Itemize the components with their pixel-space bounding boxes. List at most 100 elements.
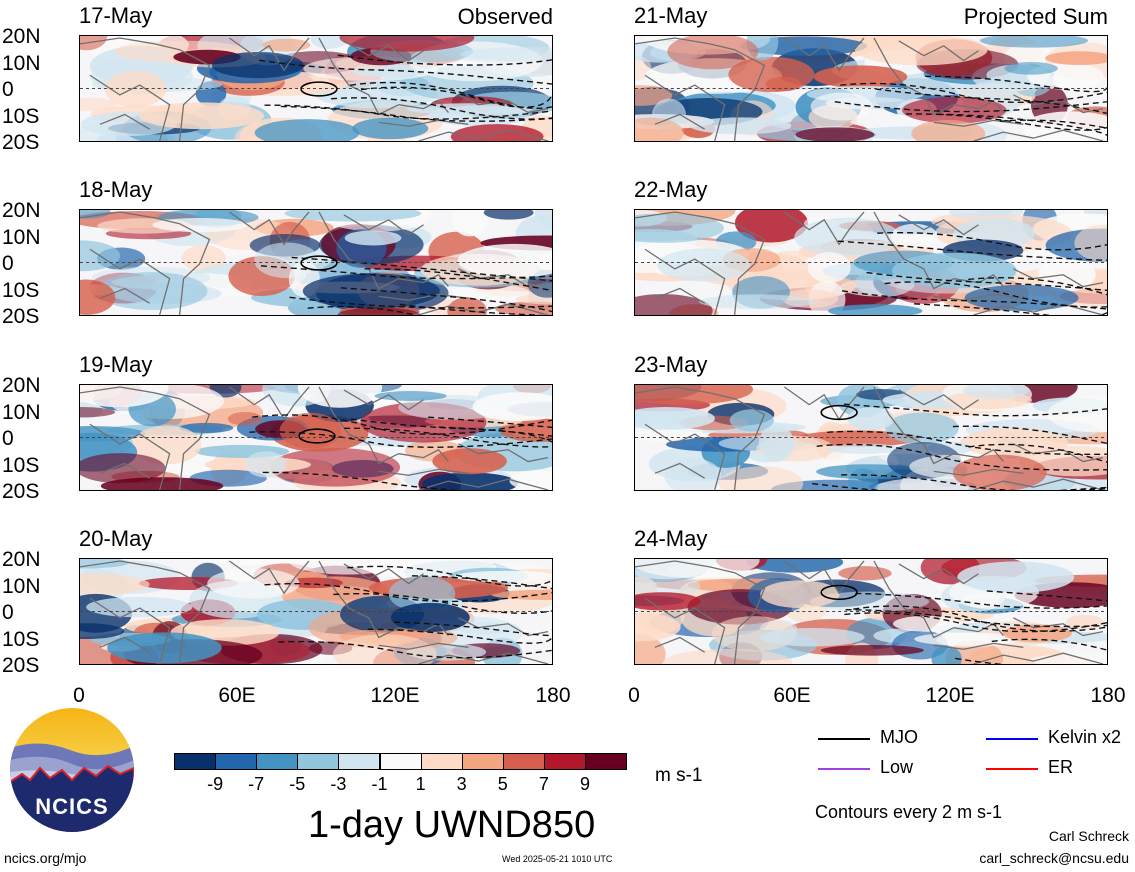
lat-label: 0 xyxy=(2,427,14,450)
lat-label: 20S xyxy=(2,305,40,328)
wind-anomaly-blob xyxy=(699,294,816,310)
wind-anomaly-blob xyxy=(303,56,438,82)
wind-anomaly-blob xyxy=(80,406,116,418)
figure-title: 1-day UWND850 xyxy=(308,804,596,846)
panel-date: 21-May xyxy=(634,3,708,28)
wind-anomaly-blob xyxy=(848,468,879,490)
coastlines xyxy=(635,386,1104,490)
wind-anomaly-blob xyxy=(491,589,552,600)
wind-anomaly-blob xyxy=(207,568,300,599)
wind-anomaly-blob xyxy=(825,443,904,454)
wind-anomaly-blob xyxy=(807,252,851,283)
logo-text: NCICS xyxy=(35,794,109,819)
colorbar-tick: -9 xyxy=(207,774,224,794)
map-panel xyxy=(634,384,1108,491)
wind-anomaly-blob xyxy=(138,102,265,130)
wind-anomaly-blob xyxy=(352,117,429,140)
colorbar-swatch xyxy=(174,753,217,770)
wind-anomaly-blob xyxy=(104,70,167,108)
colorbar-tick: 1 xyxy=(415,774,426,794)
wind-anomaly-blob xyxy=(302,273,440,309)
legend-line xyxy=(818,738,870,740)
wind-anomaly-blob xyxy=(635,612,681,642)
panel-date: 19-May xyxy=(79,352,153,377)
lon-label: 120E xyxy=(925,684,975,707)
author-email: carl_schreck@ncsu.edu xyxy=(979,850,1129,866)
lat-label: 10S xyxy=(2,453,40,477)
legend-line xyxy=(986,738,1038,740)
lat-label: 20S xyxy=(2,131,40,154)
lat-label: 0 xyxy=(2,78,14,101)
wind-anomaly-blob xyxy=(847,407,895,431)
wind-anomaly-blob xyxy=(979,36,1089,48)
lon-label: 0 xyxy=(628,684,640,707)
wave-contours xyxy=(844,590,1107,664)
wind-anomaly-blob xyxy=(885,412,959,445)
wind-anomaly-blob xyxy=(96,272,208,311)
panel-date: 24-May xyxy=(634,526,708,551)
lat-label: 20N xyxy=(2,199,41,222)
wind-anomaly-blob xyxy=(80,279,116,315)
wind-anomaly-blob xyxy=(211,52,304,79)
wind-field-map xyxy=(635,210,1107,315)
wave-contours xyxy=(259,54,552,122)
wind-anomaly-blob xyxy=(1021,111,1107,141)
coastlines xyxy=(635,211,1104,315)
wind-anomaly-blob xyxy=(635,117,684,141)
wind-field-map xyxy=(635,385,1107,490)
colorbar-swatch xyxy=(543,753,586,770)
legend-line xyxy=(986,768,1038,770)
wind-anomaly-blob xyxy=(635,213,724,243)
wind-anomaly-blob xyxy=(262,38,311,52)
panel-date: 20-May xyxy=(79,526,153,551)
wind-anomaly-blob xyxy=(132,425,202,465)
wind-anomaly-blob xyxy=(1074,224,1107,262)
colorbar-swatch xyxy=(379,753,422,770)
colorbar-swatch xyxy=(502,753,545,770)
wind-anomaly-blob xyxy=(635,592,701,611)
wind-anomaly-blob xyxy=(452,210,488,237)
colorbar-tick: -1 xyxy=(371,774,388,794)
wind-anomaly-blob xyxy=(80,573,150,596)
wind-anomaly-blob xyxy=(957,561,1075,593)
wave-contours xyxy=(837,231,1107,315)
wind-anomaly-blob xyxy=(269,447,401,487)
wave-contours xyxy=(812,403,1107,490)
colorbar-tick: -3 xyxy=(330,774,347,794)
author-name: Carl Schreck xyxy=(1048,828,1129,844)
wind-anomaly-blob xyxy=(1004,61,1058,75)
wind-anomaly-blob xyxy=(288,559,405,575)
wind-anomaly-blob xyxy=(337,307,421,315)
coastlines xyxy=(635,37,1104,141)
lat-label: 10S xyxy=(2,278,40,302)
colorbar-swatch xyxy=(338,753,381,770)
lat-label: 20S xyxy=(2,480,40,503)
wind-anomaly-blob xyxy=(746,559,844,573)
lat-label: 10S xyxy=(2,104,40,128)
wave-contours xyxy=(834,75,1107,139)
lat-label: 20N xyxy=(2,25,41,48)
wind-anomaly-blob xyxy=(635,294,713,315)
wind-field-map xyxy=(80,559,552,664)
map-panel xyxy=(79,35,553,142)
legend-label: Low xyxy=(880,757,914,777)
panel-date: 23-May xyxy=(634,352,708,377)
lon-label: 180 xyxy=(535,684,571,707)
lon-label: 60E xyxy=(218,684,256,707)
wind-anomaly-blob xyxy=(734,210,808,243)
wind-anomaly-blob xyxy=(820,645,924,656)
site-link[interactable]: ncics.org/mjo xyxy=(4,850,87,866)
ncics-logo: NCICS xyxy=(10,708,134,832)
wave-contours xyxy=(260,256,552,315)
colorbar-tick: 3 xyxy=(456,774,467,794)
map-panel xyxy=(79,558,553,665)
wind-anomaly-blob xyxy=(179,422,234,434)
legend-label: Kelvin x2 xyxy=(1048,727,1122,747)
wind-anomaly-blob xyxy=(80,623,125,640)
wind-anomaly-blob xyxy=(421,472,519,490)
legend-line xyxy=(818,768,870,770)
wind-anomaly-blob xyxy=(635,633,666,664)
wind-anomaly-blob xyxy=(635,385,753,405)
wind-anomaly-blob xyxy=(828,304,923,315)
map-panel xyxy=(79,384,553,491)
